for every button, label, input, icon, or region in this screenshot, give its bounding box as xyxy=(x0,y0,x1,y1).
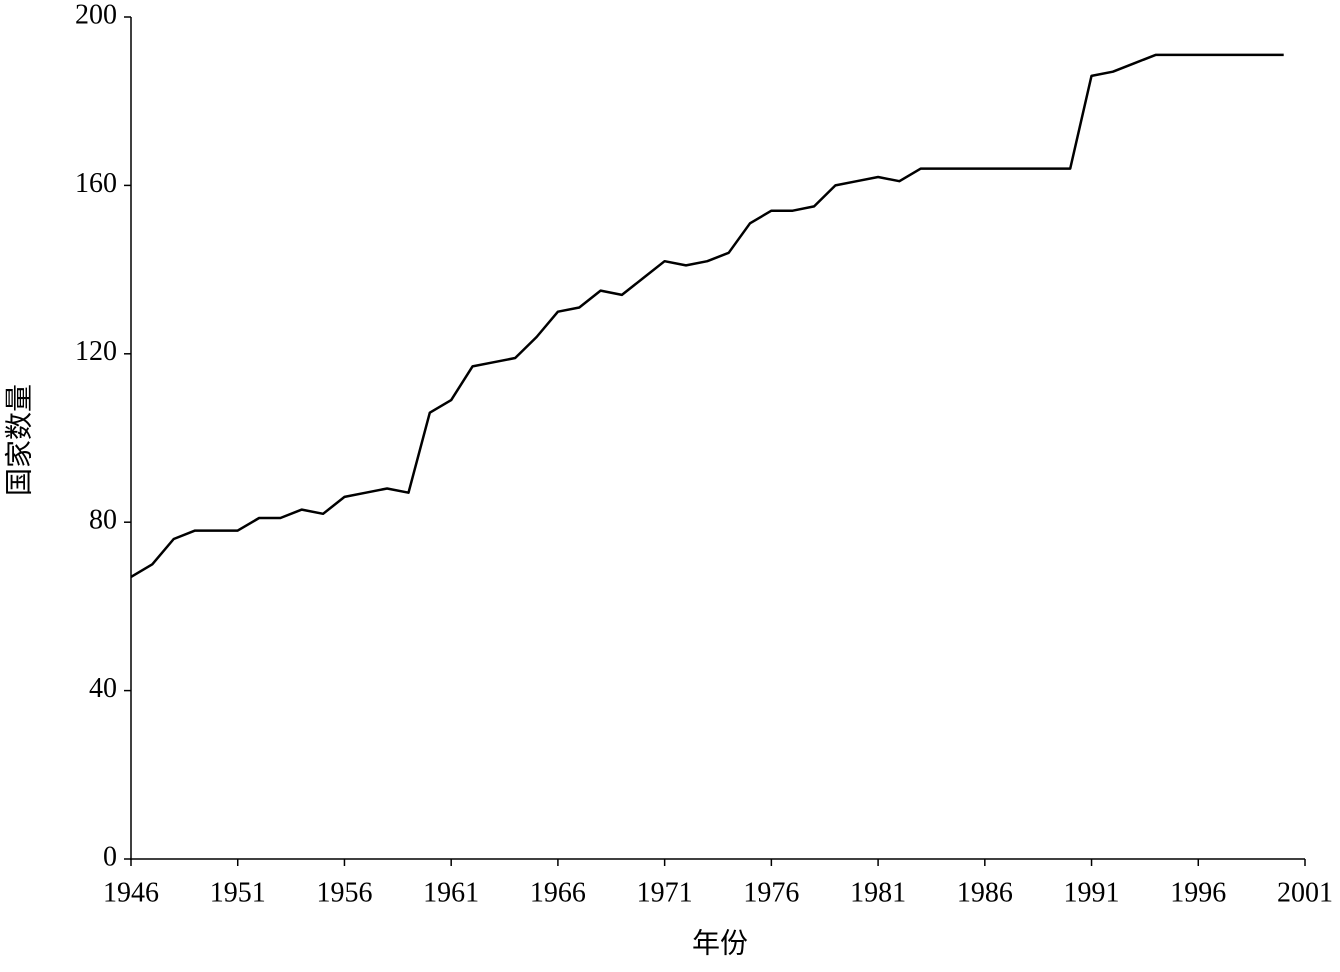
x-tick-label: 1951 xyxy=(210,877,266,908)
x-tick-label: 1981 xyxy=(850,877,906,908)
y-tick-label: 160 xyxy=(75,168,117,199)
x-tick-label: 1991 xyxy=(1064,877,1120,908)
x-tick-label: 1996 xyxy=(1170,877,1226,908)
x-tick-label: 1946 xyxy=(103,877,159,908)
y-axis-label: 国家数量 xyxy=(3,384,35,496)
x-tick-label: 1956 xyxy=(316,877,372,908)
x-tick-label: 1961 xyxy=(423,877,479,908)
x-tick-label: 1966 xyxy=(530,877,586,908)
data-line xyxy=(130,53,1284,578)
x-axis-label: 年份 xyxy=(692,927,748,959)
y-tick-label: 80 xyxy=(89,505,117,536)
y-tick-label: 40 xyxy=(89,673,117,704)
y-tick-label: 120 xyxy=(75,336,117,367)
y-tick-label: 200 xyxy=(75,0,117,30)
y-tick-label: 0 xyxy=(103,841,117,872)
x-tick-label: 1986 xyxy=(957,877,1013,908)
x-tick-label: 1971 xyxy=(637,877,693,908)
x-tick-label: 2001 xyxy=(1277,877,1333,908)
x-tick-label: 1976 xyxy=(743,877,799,908)
